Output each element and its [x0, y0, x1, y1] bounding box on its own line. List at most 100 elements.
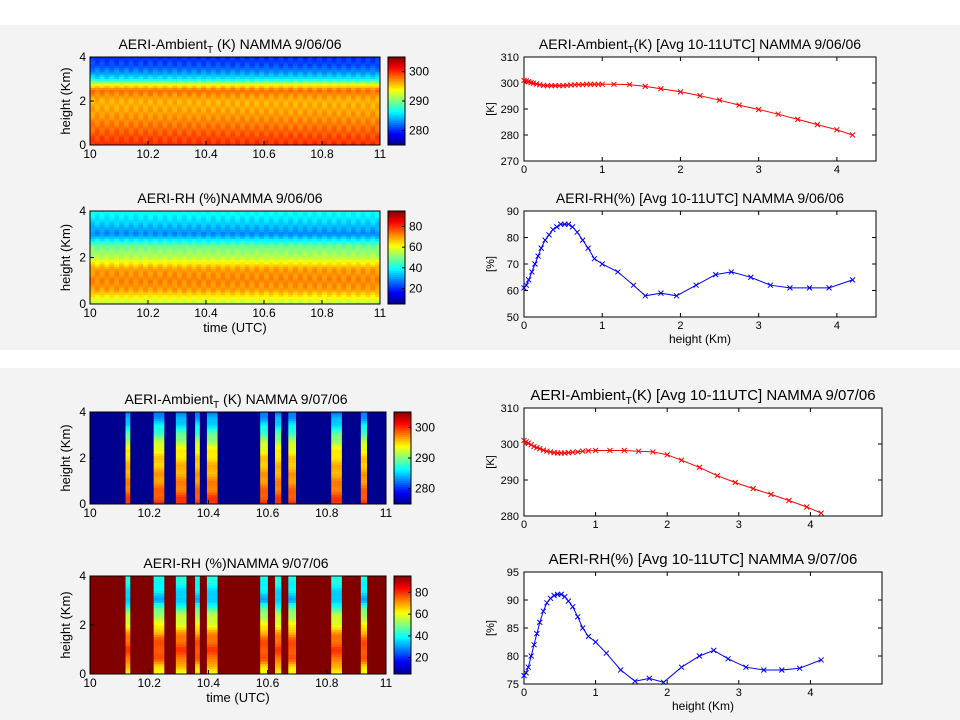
heatmap-cell [90, 283, 96, 286]
heatmap-cell [125, 437, 131, 440]
heatmap-cell [326, 257, 332, 261]
heatmap-cell [143, 278, 149, 282]
heatmap-cell [268, 273, 274, 277]
heatmap-cell [230, 96, 236, 100]
heatmap-cell [128, 215, 134, 219]
heatmap-cell [302, 125, 308, 128]
heatmap-cell [186, 278, 192, 282]
heatmap-cell [278, 107, 284, 111]
heatmap-cell [99, 101, 105, 104]
heatmap-cell [259, 269, 265, 272]
heatmap-cell [235, 125, 241, 128]
heatmap-cell [312, 211, 318, 214]
heatmap-cell [293, 140, 299, 144]
heatmap-cell [322, 301, 328, 305]
heatmap-cell [167, 294, 173, 298]
heatmap-cell [288, 112, 294, 115]
heatmap-cell [317, 294, 323, 298]
heatmap-cell [210, 236, 216, 240]
heatmap-cell [191, 276, 197, 279]
heatmap-cell [331, 234, 337, 237]
heatmap-cell [138, 94, 144, 97]
heatmap-cell [351, 142, 357, 146]
heatmap-cell [249, 116, 255, 119]
heatmap-cell [336, 61, 342, 64]
heatmap-cell [254, 96, 260, 100]
heatmap-cell [109, 142, 115, 146]
heatmap-cell [288, 271, 294, 275]
heatmap-cell [94, 90, 100, 93]
heatmap-cell [225, 63, 231, 67]
heatmap-cell [307, 278, 313, 282]
heatmap-cell [220, 280, 226, 284]
heatmap-cell [336, 70, 342, 73]
heatmap-cell [128, 114, 134, 117]
heatmap-cell [123, 138, 129, 141]
heatmap-cell [312, 142, 318, 146]
heatmap-cell [148, 213, 154, 216]
heatmap-cell [186, 234, 192, 237]
heatmap-cell [152, 61, 158, 64]
heatmap-cell [157, 98, 163, 102]
heatmap-cell [90, 76, 96, 80]
heatmap-cell [360, 236, 366, 240]
chart-title: AERI-AmbientT (K) NAMMA 9/06/06 [118, 36, 341, 56]
heatmap-cell [201, 83, 207, 86]
heatmap-cell [297, 125, 303, 128]
heatmap-cell [220, 90, 226, 93]
heatmap-cell [215, 57, 221, 60]
heatmap-cell [196, 264, 202, 268]
heatmap-cell [90, 120, 96, 124]
heatmap-cell [278, 231, 284, 235]
heatmap-cell [244, 79, 250, 82]
heatmap-cell [351, 98, 357, 102]
heatmap-cell [264, 269, 270, 272]
heatmap-cell [312, 138, 318, 141]
heatmap-cell [273, 224, 279, 228]
heatmap-cell [181, 215, 187, 219]
heatmap-cell [283, 278, 289, 282]
heatmap-cell [225, 266, 231, 270]
heatmap-cell [210, 252, 216, 256]
heatmap-cell [322, 63, 328, 67]
heatmap-cell [322, 114, 328, 117]
heatmap-cell [268, 259, 274, 263]
heatmap-cell [235, 112, 241, 115]
heatmap-cell [365, 72, 371, 75]
heatmap-cell [94, 252, 100, 256]
heatmap-cell [138, 101, 144, 104]
heatmap-cell [317, 297, 323, 300]
heatmap-cell [125, 428, 131, 431]
heatmap-cell [268, 280, 274, 284]
colorbar-segment [388, 300, 405, 303]
heatmap-cell [346, 118, 352, 122]
heatmap-cell [293, 222, 299, 226]
heatmap-cell [191, 116, 197, 119]
heatmap-cell [322, 287, 328, 291]
heatmap-cell [191, 224, 197, 228]
heatmap-cell [191, 238, 197, 242]
heatmap-cell [235, 120, 241, 124]
heatmap-cell [109, 266, 115, 270]
heatmap-cell [128, 125, 134, 128]
heatmap-cell [355, 109, 361, 113]
heatmap-cell [191, 90, 197, 93]
heatmap-cell [249, 101, 255, 104]
heatmap-cell [114, 90, 120, 93]
heatmap-cell [125, 464, 131, 468]
heatmap-cell [302, 138, 308, 141]
heatmap-cell [239, 74, 245, 78]
heatmap-cell [94, 81, 100, 84]
heatmap-cell [123, 264, 129, 268]
heatmap-cell [244, 264, 250, 268]
heatmap-cell [365, 257, 371, 261]
heatmap-cell [355, 125, 361, 128]
heatmap-cell [365, 92, 371, 95]
heatmap-cell [370, 285, 376, 289]
heatmap-cell [317, 280, 323, 284]
heatmap-cell [125, 432, 131, 436]
heatmap-cell [346, 222, 352, 226]
heatmap-cell [152, 136, 158, 139]
heatmap-cell [239, 299, 245, 302]
heatmap-cell [181, 231, 187, 235]
